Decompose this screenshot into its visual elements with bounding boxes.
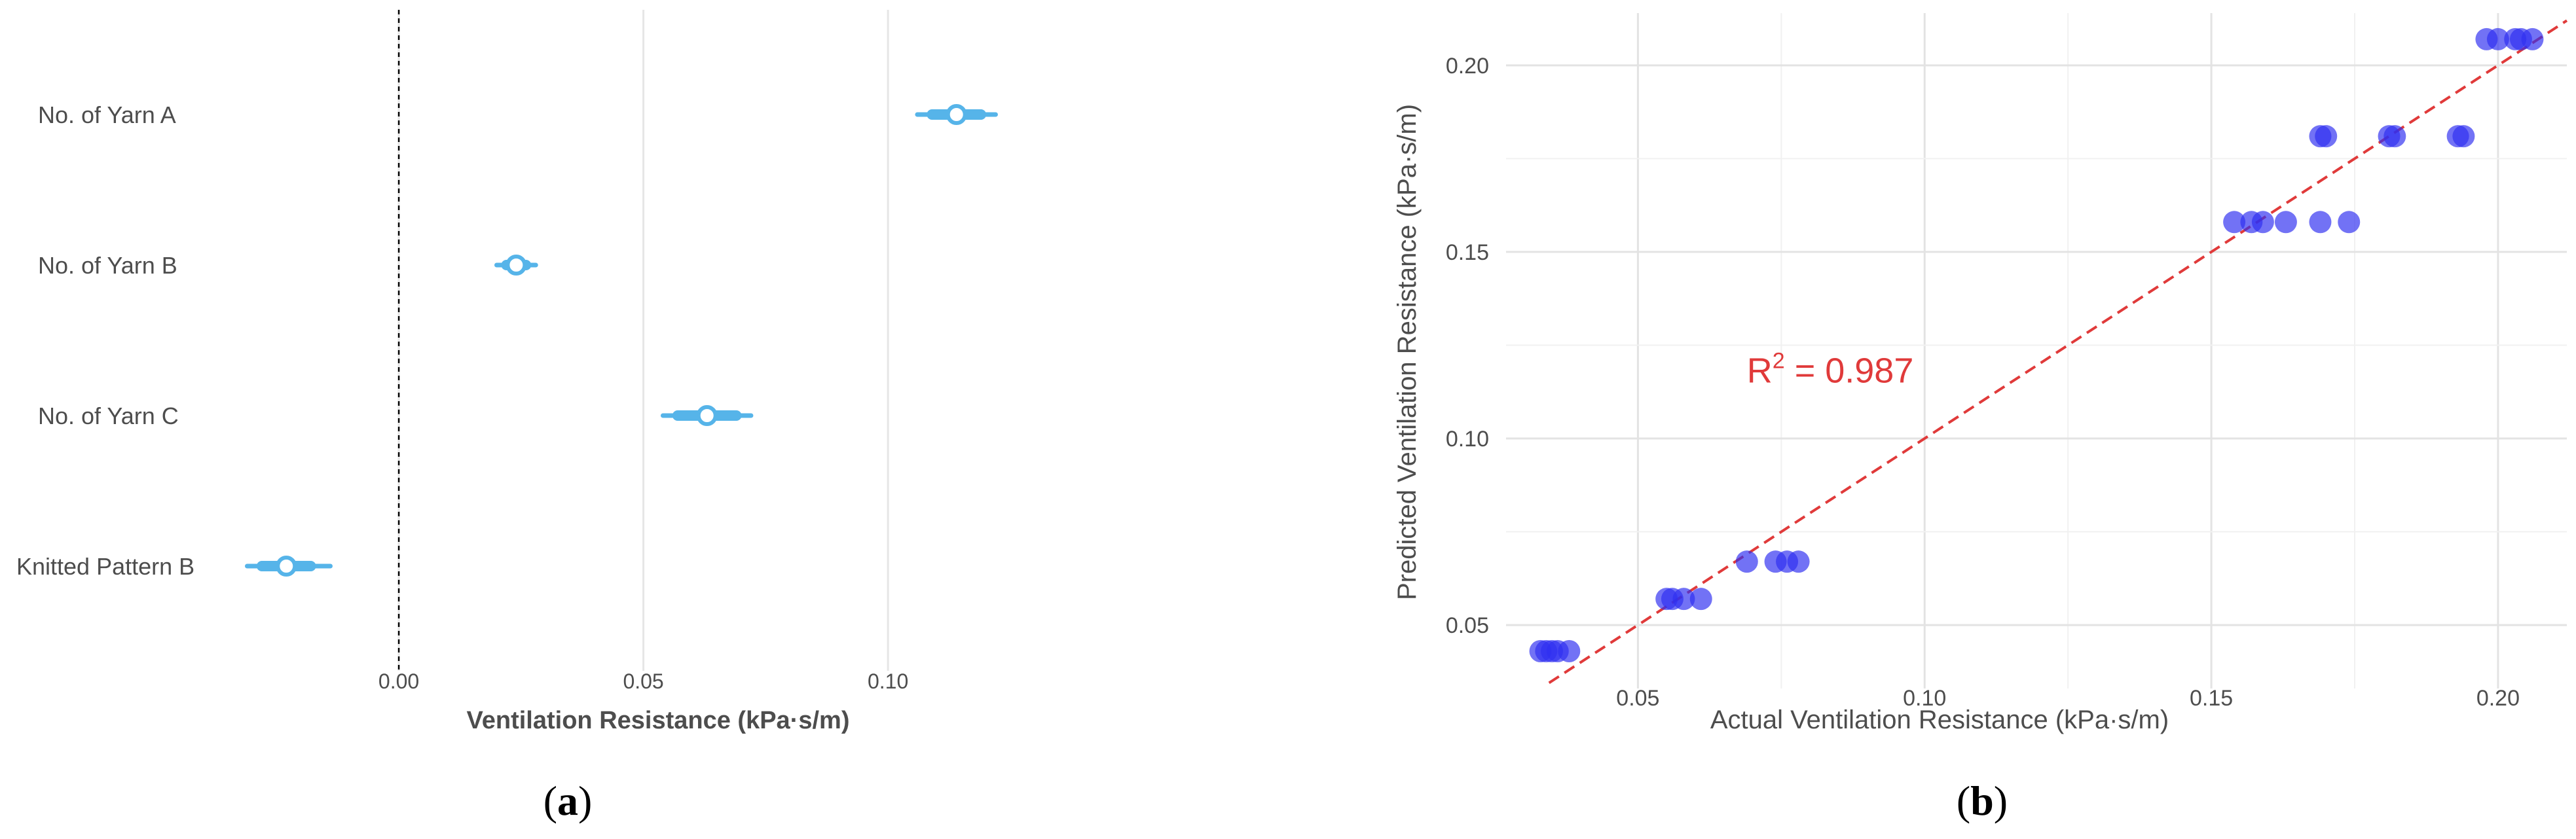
panel-b-y-tick-label: 0.20 [1446,54,1489,79]
panel-a-x-tick-label: 0.00 [378,669,419,693]
panel-a-point-estimate [276,556,297,577]
panel-a-label-open-paren: ( [543,777,557,824]
panel-a-x-axis-label: Ventilation Resistance (kPa·s/m) [467,707,850,734]
panel-a-x-tick-label: 0.10 [868,669,908,693]
panel-b-data-point [2486,27,2509,50]
panel-b-x-axis-label: Actual Ventilation Resistance (kPa·s/m) [1710,705,2169,734]
panel-b-data-point [2452,125,2475,148]
panel-a-category-label: Knitted Pattern B [16,553,194,580]
panel-a-category-label: No. of Yarn C [38,402,179,429]
panel-b-r-squared-annotation: R2 = 0.987 [1747,348,1914,390]
panel-b-y-tick-label: 0.15 [1446,240,1489,265]
panel-a-label: (a) [543,777,593,824]
panel-b-data-point [1735,550,1758,573]
panel-b-data-point [2521,27,2544,50]
panel-a-estimates [244,104,998,577]
panel-b-x-tick-label: 0.10 [1903,686,1946,711]
r-squared-superscript: 2 [1773,348,1785,373]
panel-a-label-close-paren: ) [578,777,592,824]
panel-b-data-point [2315,125,2338,148]
panel-a-coefficient-plot: No. of Yarn A No. of Yarn B No. of Yarn C K… [16,10,998,824]
panel-a-category-label: No. of Yarn B [38,252,177,279]
panel-a-gridlines [397,10,889,671]
panel-b-label-close-paren: ) [1994,777,2008,824]
panel-b-x-tick-label: 0.20 [2476,686,2520,711]
panel-b-x-tick-labels: 0.05 0.10 0.15 0.20 [1616,686,2520,711]
panel-b-y-axis-label: Predicted Ventilation Resistance (kPa·s/… [1393,104,1422,600]
panel-a-point-estimate [506,255,527,276]
panel-a-category-label: No. of Yarn A [38,101,176,128]
panel-b-data-point [1689,588,1712,611]
panel-b-y-tick-label: 0.05 [1446,613,1489,638]
panel-b-label-letter: b [1970,777,1994,824]
panel-b-y-tick-labels: 0.05 0.10 0.15 0.20 [1446,54,1489,638]
panel-b-data-point [2274,211,2297,234]
panel-b-data-point [2223,211,2246,234]
panel-a-point-estimate [696,405,718,426]
panel-b-data-point [1672,588,1695,611]
panel-a-label-letter: a [557,777,578,824]
panel-b-data-point [2383,125,2406,148]
panel-b-data-point [2251,211,2274,234]
panel-b-fit-line [1548,19,2568,685]
panel-a-category-labels: No. of Yarn A No. of Yarn B No. of Yarn C K… [16,101,194,580]
panel-a-x-tick-labels: 0.00 0.05 0.10 [378,669,908,693]
panel-a-x-tick-label: 0.05 [623,669,663,693]
panel-b-y-tick-label: 0.10 [1446,427,1489,452]
panel-b-label-open-paren: ( [1957,777,1970,824]
panel-b-x-tick-label: 0.05 [1616,686,1659,711]
panel-b-data-point [1558,639,1581,662]
panel-b-data-point [2309,211,2332,234]
panel-b-data-point [2338,211,2361,234]
panel-a-point-estimate [946,104,967,125]
r-squared-base: R [1747,351,1773,390]
panel-b-gridlines [1506,13,2567,688]
panel-b-data-points [1529,27,2544,662]
r-squared-value: = 0.987 [1785,351,1914,390]
panel-b-label: (b) [1957,777,2008,824]
panel-b-scatter-plot: 0.05 0.10 0.15 0.20 0.05 0.10 0.15 0.20 R2 = 0… [1393,13,2568,824]
panel-b-x-tick-label: 0.15 [2190,686,2233,711]
panel-b-data-point [1787,550,1810,573]
